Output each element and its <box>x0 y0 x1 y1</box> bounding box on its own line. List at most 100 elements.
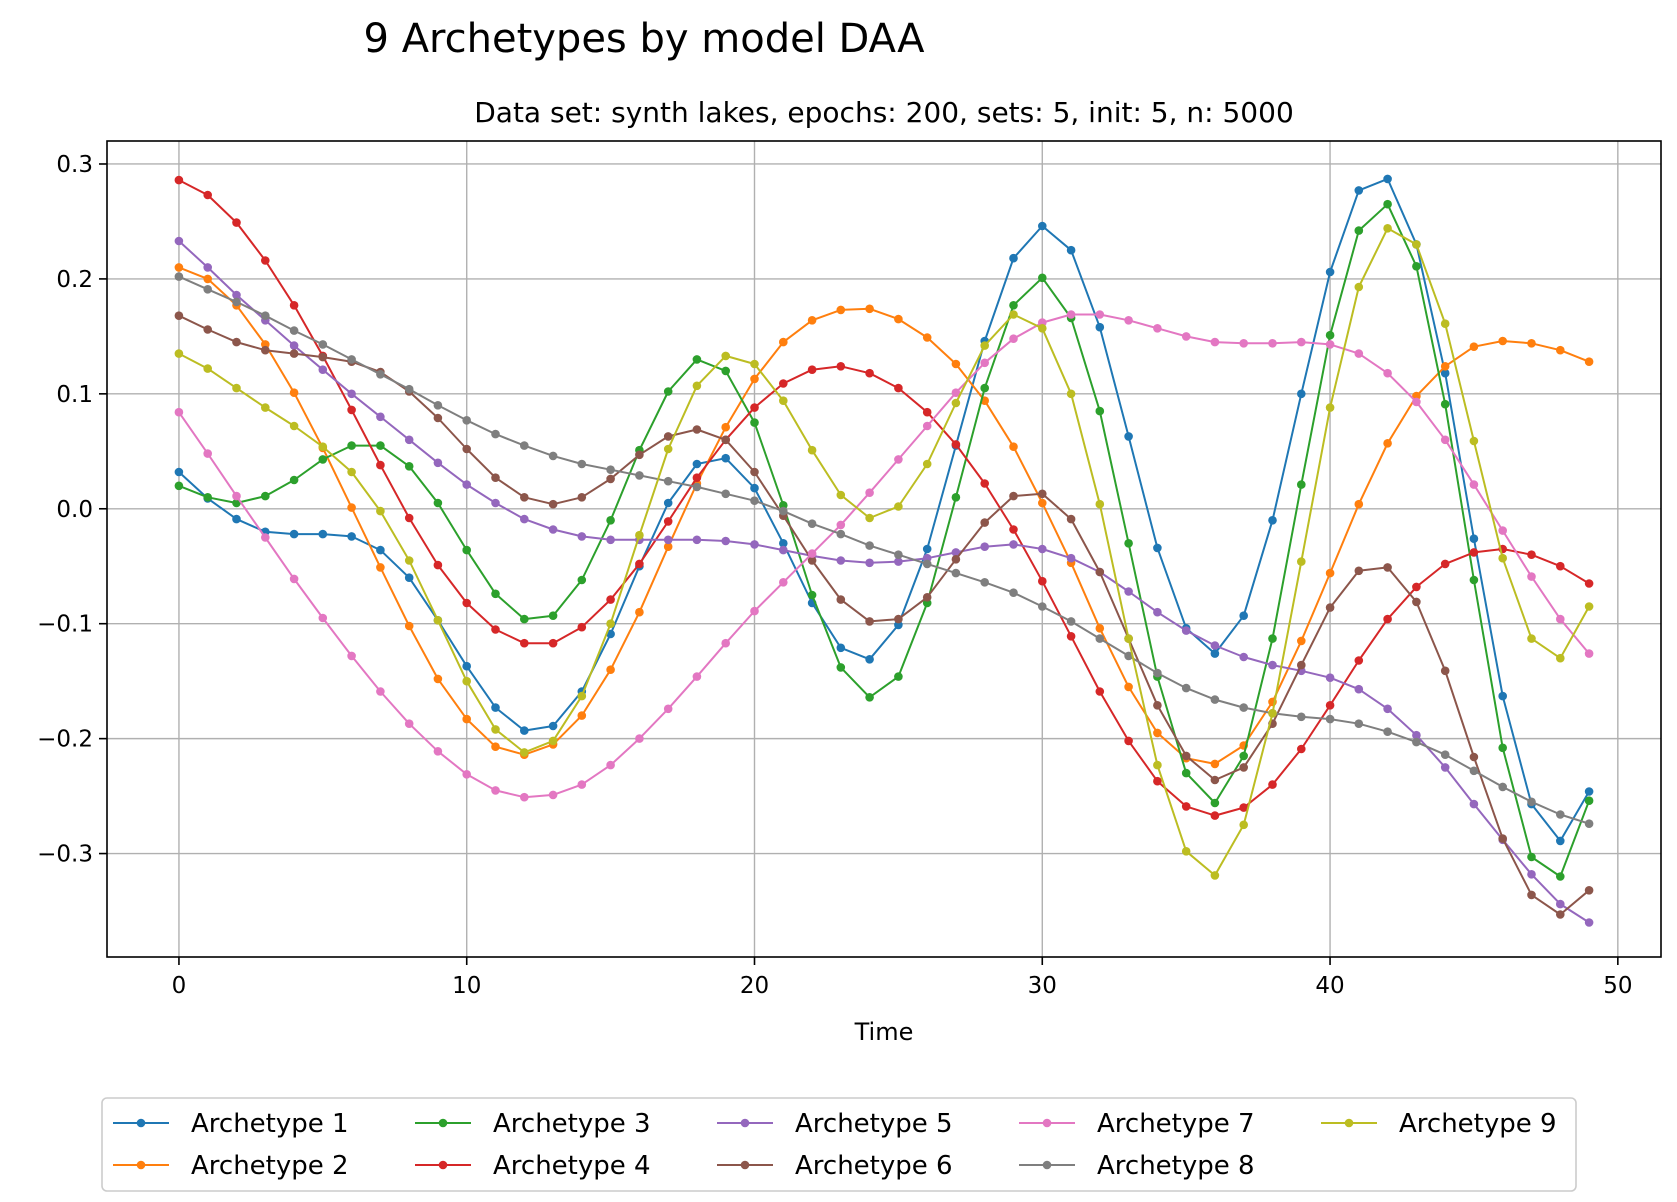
data-point <box>606 665 615 674</box>
series-line <box>178 275 1590 825</box>
plot-area <box>174 174 1594 927</box>
data-point <box>232 491 241 501</box>
data-point <box>1210 641 1220 650</box>
data-point <box>1210 759 1220 769</box>
data-point <box>1268 709 1277 718</box>
x-tick-label: 30 <box>1028 973 1057 999</box>
data-point <box>606 535 615 545</box>
data-point <box>951 388 961 398</box>
data-point <box>520 614 529 624</box>
data-point <box>577 691 587 701</box>
data-point <box>922 559 932 569</box>
data-point <box>174 349 184 358</box>
data-point <box>1210 649 1220 658</box>
data-point <box>894 455 903 464</box>
y-tick-label: −0.2 <box>37 727 93 753</box>
series-archetype-8 <box>174 272 1594 828</box>
data-point <box>1181 751 1191 761</box>
data-point <box>1469 766 1479 776</box>
data-point <box>951 440 961 449</box>
data-point <box>663 444 673 454</box>
data-point <box>1354 656 1364 665</box>
data-point <box>347 467 356 477</box>
data-point <box>548 638 558 648</box>
data-point <box>174 467 184 477</box>
data-point <box>663 704 673 714</box>
data-point <box>491 786 500 795</box>
data-point <box>1038 544 1047 554</box>
series-archetype-2 <box>174 263 1594 769</box>
data-point <box>1440 399 1450 409</box>
data-point <box>807 445 817 455</box>
axis-ticks: 0 10 20 30 40 50 0.3 0.2 0.1 0.0 −0.1 −0.2 −0.3 <box>37 152 1632 999</box>
x-axis-label: Time <box>854 1018 914 1046</box>
data-point <box>1325 701 1335 710</box>
data-point <box>1009 334 1018 344</box>
data-point <box>1584 357 1594 367</box>
data-point <box>894 557 903 566</box>
data-point <box>1584 579 1594 588</box>
data-point <box>1095 322 1105 332</box>
data-point <box>865 513 874 523</box>
data-point <box>261 345 270 355</box>
data-point <box>1210 775 1220 785</box>
data-point <box>721 489 730 499</box>
data-point <box>174 311 184 321</box>
legend-item: Archetype 7 <box>1019 1109 1255 1139</box>
data-point <box>922 544 932 554</box>
data-point <box>577 493 587 502</box>
data-point <box>261 256 270 265</box>
data-point <box>376 412 385 422</box>
data-point <box>663 476 673 486</box>
legend-item: Archetype 8 <box>1019 1151 1255 1181</box>
data-point <box>1268 660 1277 670</box>
data-point <box>462 444 472 454</box>
data-point <box>1297 660 1306 670</box>
data-point <box>663 387 673 396</box>
series-line <box>178 266 1590 765</box>
data-point <box>779 337 788 347</box>
data-point <box>894 550 903 559</box>
data-point <box>836 529 846 539</box>
data-point <box>1354 566 1364 576</box>
data-point <box>1038 576 1047 586</box>
data-point <box>865 304 874 314</box>
data-point <box>1095 634 1105 643</box>
data-point <box>203 263 212 272</box>
y-tick-label: 0.2 <box>56 267 93 293</box>
data-point <box>1239 820 1248 830</box>
data-point <box>433 616 443 625</box>
data-point <box>1498 691 1507 701</box>
data-point <box>1181 847 1191 856</box>
data-point <box>750 483 759 493</box>
data-point <box>1469 548 1479 557</box>
data-point <box>1325 330 1335 340</box>
data-point <box>462 480 472 489</box>
plot-frame <box>106 140 1662 958</box>
data-point <box>1297 480 1306 489</box>
data-point <box>1383 704 1392 714</box>
legend-marker <box>740 1118 750 1128</box>
data-point <box>462 598 472 608</box>
data-point <box>347 355 356 364</box>
data-point <box>1038 498 1047 508</box>
data-point <box>232 514 241 524</box>
data-point <box>922 593 932 602</box>
legend-label: Archetype 6 <box>795 1151 953 1181</box>
data-point <box>289 475 299 485</box>
data-point <box>548 736 558 746</box>
data-point <box>663 542 673 551</box>
data-point <box>865 368 874 378</box>
x-tick-label: 10 <box>452 973 481 999</box>
x-tick-label: 40 <box>1315 973 1344 999</box>
data-point <box>232 337 241 347</box>
data-point <box>807 549 817 558</box>
series-line <box>178 313 1590 799</box>
data-point <box>203 285 212 294</box>
series-line <box>178 314 1590 916</box>
data-point <box>404 435 414 445</box>
data-point <box>1066 617 1076 626</box>
data-point <box>1124 539 1133 548</box>
data-point <box>318 365 328 375</box>
